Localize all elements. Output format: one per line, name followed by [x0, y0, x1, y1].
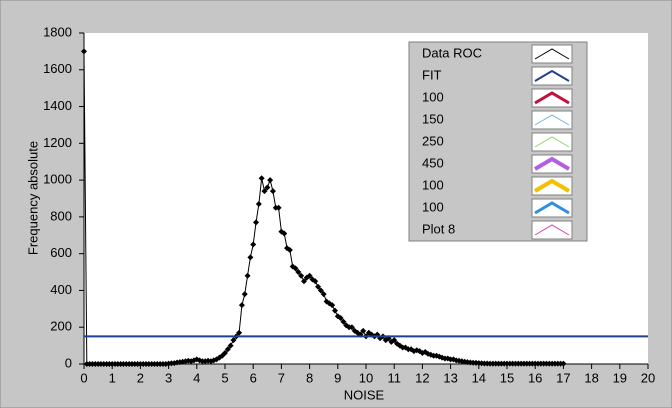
y-tick-label: 1400	[43, 98, 72, 113]
data-point	[340, 318, 347, 325]
x-tick-label: 11	[387, 370, 401, 385]
x-tick-label: 16	[528, 370, 542, 385]
data-point	[236, 329, 243, 336]
x-tick-label: 20	[641, 370, 655, 385]
data-point	[329, 302, 336, 309]
data-point	[81, 48, 87, 55]
data-point	[255, 201, 262, 208]
legend-label: 450	[422, 155, 444, 170]
x-tick-label: 7	[278, 370, 285, 385]
legend-label: Plot 8	[422, 221, 455, 236]
x-tick-label: 6	[250, 370, 257, 385]
x-tick-label: 3	[165, 370, 172, 385]
legend-swatch-box	[531, 66, 573, 86]
legend-swatch	[534, 91, 570, 105]
y-tick-label: 200	[50, 319, 72, 334]
x-axis-label: NOISE	[344, 387, 385, 402]
legend-swatch-box	[531, 220, 573, 240]
legend-label: 250	[422, 133, 444, 148]
data-point	[331, 307, 338, 314]
data-point	[391, 337, 398, 344]
y-tick-label: 1000	[43, 172, 72, 187]
data-point	[292, 265, 299, 272]
data-point	[312, 278, 319, 285]
legend-label: Data ROC	[422, 45, 482, 60]
data-point	[306, 272, 313, 279]
legend-swatch	[534, 224, 570, 236]
x-tick-label: 13	[443, 370, 457, 385]
y-tick-label: 800	[50, 208, 72, 223]
data-point	[286, 246, 293, 253]
legend-label: 100	[422, 199, 444, 214]
legend-label: 150	[422, 111, 444, 126]
data-point	[230, 337, 237, 344]
data-point	[250, 241, 257, 248]
x-tick-label: 17	[556, 370, 570, 385]
y-axis-label: Frequency absolute	[25, 141, 40, 255]
x-tick-label: 14	[472, 370, 486, 385]
legend-swatch-box	[531, 110, 573, 130]
legend-swatch	[533, 156, 571, 171]
data-point	[317, 287, 324, 294]
x-tick-label: 8	[306, 370, 313, 385]
data-point	[244, 272, 251, 279]
legend-swatch-box	[531, 198, 573, 218]
y-tick-label: 0	[65, 355, 72, 370]
x-tick-label: 5	[221, 370, 228, 385]
legend-swatch	[534, 114, 570, 126]
legend-swatch	[534, 48, 570, 60]
data-point	[315, 283, 322, 290]
x-tick-label: 4	[193, 370, 200, 385]
legend-swatch	[533, 178, 571, 193]
legend-swatch-box	[531, 176, 573, 196]
x-tick-label: 15	[500, 370, 514, 385]
data-point	[337, 315, 344, 322]
legend-label: 100	[422, 89, 444, 104]
data-point	[253, 219, 260, 226]
data-point	[258, 175, 265, 182]
x-tick-label: 0	[80, 370, 87, 385]
data-point	[300, 278, 307, 285]
data-point	[320, 291, 327, 298]
legend-label: FIT	[422, 67, 442, 82]
legend-swatch-box	[531, 88, 573, 108]
data-point	[295, 269, 302, 276]
legend-swatch	[534, 69, 570, 82]
y-tick-label: 600	[50, 245, 72, 260]
data-point	[238, 302, 245, 309]
legend-label: 100	[422, 177, 444, 192]
legend-swatch-box	[531, 44, 573, 64]
data-point	[281, 230, 288, 237]
data-point	[275, 204, 282, 211]
x-tick-label: 10	[359, 370, 373, 385]
data-point	[269, 188, 276, 195]
data-point	[267, 177, 274, 184]
legend-swatch-box	[531, 154, 573, 174]
data-point	[247, 254, 254, 261]
data-point	[227, 342, 234, 349]
data-point	[222, 349, 228, 356]
data-point	[261, 188, 268, 195]
y-tick-label: 1200	[43, 135, 72, 150]
y-tick-label: 1600	[43, 61, 72, 76]
x-tick-label: 2	[137, 370, 144, 385]
data-point	[264, 184, 271, 191]
data-point	[224, 346, 231, 353]
y-tick-label: 1800	[43, 24, 72, 39]
x-tick-label: 1	[109, 370, 116, 385]
legend-swatch	[534, 136, 570, 148]
y-tick-label: 400	[50, 282, 72, 297]
x-tick-label: 12	[415, 370, 429, 385]
x-tick-label: 18	[584, 370, 598, 385]
data-point	[241, 291, 248, 298]
legend-swatch-box	[531, 132, 573, 152]
x-tick-label: 9	[334, 370, 341, 385]
x-tick-label: 19	[613, 370, 627, 385]
legend-swatch	[534, 201, 570, 215]
data-point	[360, 327, 367, 334]
data-point	[560, 360, 567, 367]
data-point	[298, 272, 305, 279]
data-point	[348, 324, 355, 331]
